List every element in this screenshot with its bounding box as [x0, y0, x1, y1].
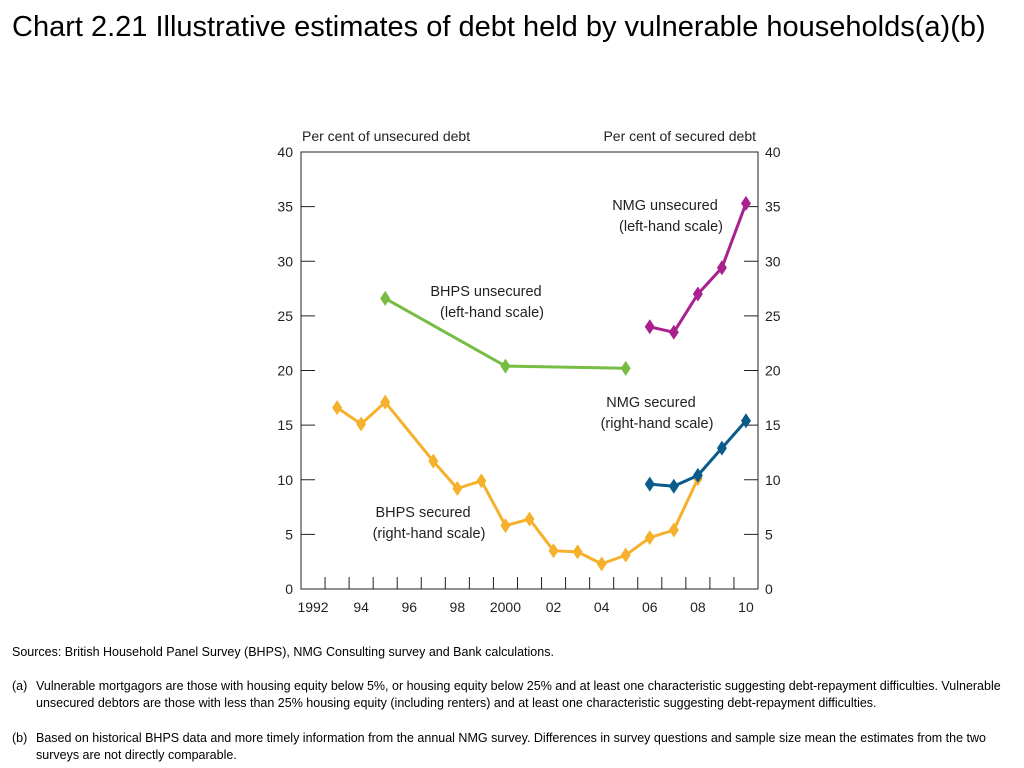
- footnote-marker: (b): [12, 731, 28, 745]
- series-label: BHPS secured (right-hand scale): [373, 505, 486, 542]
- x-tick-label: 02: [546, 599, 562, 615]
- data-point-marker: [716, 260, 727, 276]
- data-point-marker: [332, 400, 343, 416]
- data-point-marker: [644, 319, 655, 335]
- right-y-tick-label: 20: [765, 363, 781, 379]
- data-point-marker: [356, 416, 367, 432]
- data-point-marker: [548, 543, 559, 559]
- x-tick-label: 1992: [297, 599, 328, 615]
- x-tick-label: 08: [690, 599, 706, 615]
- series-label: NMG secured (right-hand scale): [601, 395, 714, 432]
- x-tick-label: 06: [642, 599, 658, 615]
- chart-title: Chart 2.21 Illustrative estimates of deb…: [12, 11, 986, 43]
- data-point-marker: [692, 467, 703, 483]
- right-axis-label: Per cent of secured debt: [603, 128, 756, 144]
- left-y-tick-label: 5: [285, 526, 293, 542]
- right-y-tick-label: 35: [765, 199, 781, 215]
- footnote-marker: (a): [12, 679, 28, 693]
- data-point-marker: [668, 324, 679, 340]
- data-point-marker: [500, 518, 511, 534]
- chart-series: [332, 195, 751, 572]
- data-point-marker: [476, 473, 487, 489]
- data-point-marker: [620, 547, 631, 563]
- data-point-marker: [716, 440, 727, 456]
- data-point-marker: [644, 530, 655, 546]
- data-point-marker: [380, 394, 391, 410]
- right-y-tick-label: 25: [765, 308, 781, 324]
- data-point-marker: [572, 544, 583, 560]
- left-y-tick-label: 0: [285, 581, 293, 597]
- series-label: BHPS unsecured (left-hand scale): [430, 284, 544, 321]
- left-y-tick-label: 25: [277, 308, 293, 324]
- data-point-marker: [428, 453, 439, 469]
- series-label: NMG unsecured (left-hand scale): [612, 198, 723, 235]
- data-point-marker: [740, 413, 751, 429]
- left-y-tick-label: 20: [277, 363, 293, 379]
- right-y-tick-label: 30: [765, 253, 781, 269]
- data-point-marker: [740, 195, 751, 211]
- data-point-marker: [620, 360, 631, 376]
- data-point-marker: [380, 290, 391, 306]
- data-point-marker: [596, 556, 607, 572]
- sources-note: Sources: British Household Panel Survey …: [12, 645, 554, 659]
- footnote-text: Based on historical BHPS data and more t…: [36, 731, 986, 762]
- data-point-marker: [644, 476, 655, 492]
- right-y-tick-label: 40: [765, 144, 781, 160]
- line-chart: 0 0 5 5 10 10 15 15 20 20 25 25 30 30 35 35 40 40 1992 94 96…: [277, 128, 780, 615]
- data-point-marker: [524, 511, 535, 527]
- left-y-tick-label: 40: [277, 144, 293, 160]
- right-y-tick-label: 5: [765, 526, 773, 542]
- data-point-marker: [668, 478, 679, 494]
- left-y-tick-label: 10: [277, 472, 293, 488]
- chart-axes: 0 0 5 5 10 10 15 15 20 20 25 25 30 30 35 35 40 40 1992 94 96…: [277, 144, 780, 615]
- x-tick-label: 2000: [490, 599, 521, 615]
- x-tick-label: 98: [450, 599, 466, 615]
- data-point-marker: [692, 286, 703, 302]
- left-y-tick-label: 30: [277, 253, 293, 269]
- footnote-text: Vulnerable mortgagors are those with hou…: [36, 679, 1001, 710]
- left-y-tick-label: 15: [277, 417, 293, 433]
- series-labels: BHPS unsecured (left-hand scale) BHPS secu…: [373, 198, 723, 542]
- data-point-marker: [500, 358, 511, 374]
- data-point-marker: [668, 522, 679, 538]
- data-point-marker: [452, 480, 463, 496]
- left-y-tick-label: 35: [277, 199, 293, 215]
- right-y-tick-label: 0: [765, 581, 773, 597]
- x-tick-label: 94: [353, 599, 369, 615]
- right-y-tick-label: 10: [765, 472, 781, 488]
- x-tick-label: 96: [401, 599, 417, 615]
- left-axis-label: Per cent of unsecured debt: [302, 128, 470, 144]
- x-tick-label: 04: [594, 599, 610, 615]
- right-y-tick-label: 15: [765, 417, 781, 433]
- x-tick-label: 10: [738, 599, 754, 615]
